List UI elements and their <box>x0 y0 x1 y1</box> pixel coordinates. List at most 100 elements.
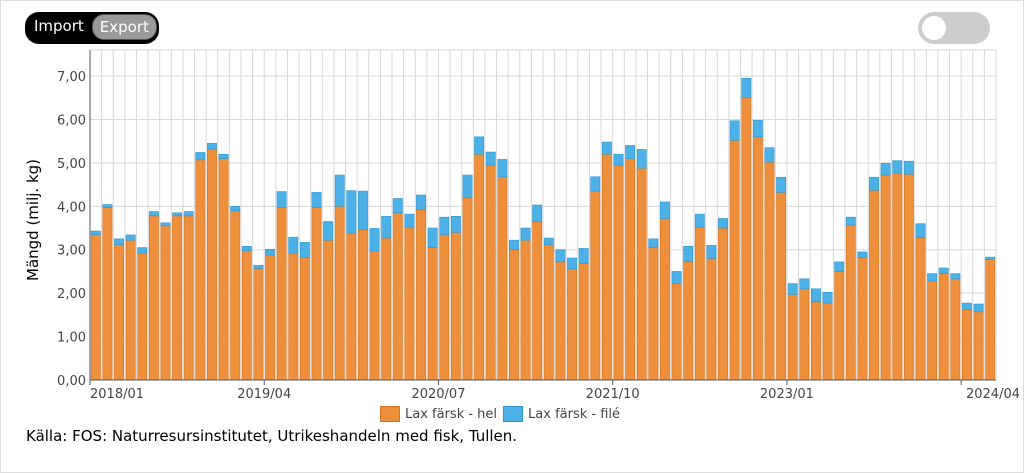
bar-hel[interactable] <box>973 311 984 381</box>
bar-file[interactable] <box>892 160 903 174</box>
bar-hel[interactable] <box>601 153 612 381</box>
bar-file[interactable] <box>776 176 787 193</box>
bar-hel[interactable] <box>439 234 450 381</box>
bar-file[interactable] <box>230 206 241 211</box>
bar-hel[interactable] <box>195 159 206 381</box>
bar-file[interactable] <box>358 190 368 230</box>
bar-hel[interactable] <box>915 237 926 381</box>
bar-hel[interactable] <box>880 174 891 381</box>
bar-file[interactable] <box>334 174 345 207</box>
bar-hel[interactable] <box>787 294 798 381</box>
bar-hel[interactable] <box>694 226 705 381</box>
bar-hel[interactable] <box>555 261 566 381</box>
bar-file[interactable] <box>195 152 206 161</box>
bar-file[interactable] <box>323 221 334 241</box>
bar-hel[interactable] <box>299 257 310 381</box>
bar-hel[interactable] <box>137 252 148 381</box>
bar-file[interactable] <box>346 190 357 234</box>
bar-file[interactable] <box>474 136 485 155</box>
bar-hel[interactable] <box>985 258 996 381</box>
bar-file[interactable] <box>183 211 194 217</box>
bar-hel[interactable] <box>660 218 670 381</box>
bar-file[interactable] <box>915 223 926 238</box>
bar-file[interactable] <box>706 245 717 259</box>
bar-file[interactable] <box>532 204 543 222</box>
bar-hel[interactable] <box>369 250 380 381</box>
legend-item-file[interactable]: Lax färsk - filé <box>503 406 620 422</box>
bar-file[interactable] <box>601 141 612 155</box>
bar-file[interactable] <box>218 153 229 159</box>
bar-file[interactable] <box>822 291 833 304</box>
bar-file[interactable] <box>276 191 287 208</box>
bar-file[interactable] <box>485 151 496 166</box>
bar-file[interactable] <box>741 77 752 99</box>
bar-hel[interactable] <box>253 268 264 381</box>
bar-hel[interactable] <box>729 140 740 381</box>
bar-file[interactable] <box>172 212 183 217</box>
bar-file[interactable] <box>613 153 624 166</box>
bar-file[interactable] <box>903 160 914 175</box>
bar-file[interactable] <box>207 143 217 150</box>
bar-file[interactable] <box>729 120 740 141</box>
bar-hel[interactable] <box>834 271 845 381</box>
bar-hel[interactable] <box>706 258 717 381</box>
bar-file[interactable] <box>381 216 392 239</box>
bar-file[interactable] <box>241 245 252 251</box>
bar-file[interactable] <box>752 120 763 138</box>
bar-file[interactable] <box>962 302 972 310</box>
bar-file[interactable] <box>834 261 845 272</box>
bar-hel[interactable] <box>497 176 508 381</box>
bar-file[interactable] <box>160 222 171 227</box>
bar-file[interactable] <box>811 288 821 303</box>
bar-hel[interactable] <box>323 239 334 381</box>
bar-hel[interactable] <box>764 161 775 381</box>
bar-file[interactable] <box>683 245 694 262</box>
bar-hel[interactable] <box>567 268 577 381</box>
bar-hel[interactable] <box>160 225 171 381</box>
bar-hel[interactable] <box>776 192 787 381</box>
bar-file[interactable] <box>265 249 275 256</box>
bar-hel[interactable] <box>381 237 392 381</box>
export-button[interactable]: Export <box>91 14 157 40</box>
bar-hel[interactable] <box>346 232 357 381</box>
bar-file[interactable] <box>102 204 113 208</box>
bar-file[interactable] <box>416 194 426 210</box>
bar-file[interactable] <box>625 145 636 159</box>
bar-file[interactable] <box>90 230 101 235</box>
bar-hel[interactable] <box>811 301 821 381</box>
bar-hel[interactable] <box>265 254 275 381</box>
bar-hel[interactable] <box>509 249 519 381</box>
bar-file[interactable] <box>578 248 589 264</box>
bar-hel[interactable] <box>358 229 368 381</box>
bar-file[interactable] <box>439 216 450 235</box>
bar-hel[interactable] <box>671 283 682 381</box>
bar-file[interactable] <box>125 234 136 241</box>
bar-hel[interactable] <box>543 244 554 381</box>
bar-hel[interactable] <box>892 172 903 381</box>
bar-hel[interactable] <box>125 239 136 381</box>
legend-item-hel[interactable]: Lax färsk - hel <box>380 406 497 422</box>
bar-hel[interactable] <box>474 153 485 381</box>
bar-hel[interactable] <box>636 167 647 381</box>
bar-file[interactable] <box>392 198 403 214</box>
bar-hel[interactable] <box>822 302 833 381</box>
bar-hel[interactable] <box>613 164 624 381</box>
bar-hel[interactable] <box>404 226 415 381</box>
bar-file[interactable] <box>764 147 775 163</box>
bar-file[interactable] <box>543 237 554 245</box>
bar-file[interactable] <box>869 176 879 191</box>
bar-hel[interactable] <box>102 207 113 381</box>
bar-hel[interactable] <box>857 257 868 381</box>
bar-hel[interactable] <box>183 215 194 381</box>
bar-hel[interactable] <box>869 189 879 381</box>
bar-hel[interactable] <box>207 148 217 381</box>
import-button[interactable]: Import <box>27 14 91 38</box>
bar-file[interactable] <box>450 216 461 233</box>
bar-hel[interactable] <box>90 234 101 381</box>
bar-hel[interactable] <box>427 247 438 381</box>
bar-hel[interactable] <box>625 158 636 381</box>
bar-hel[interactable] <box>485 164 496 381</box>
bar-hel[interactable] <box>938 273 949 381</box>
bar-file[interactable] <box>288 236 299 254</box>
bar-file[interactable] <box>590 176 601 192</box>
